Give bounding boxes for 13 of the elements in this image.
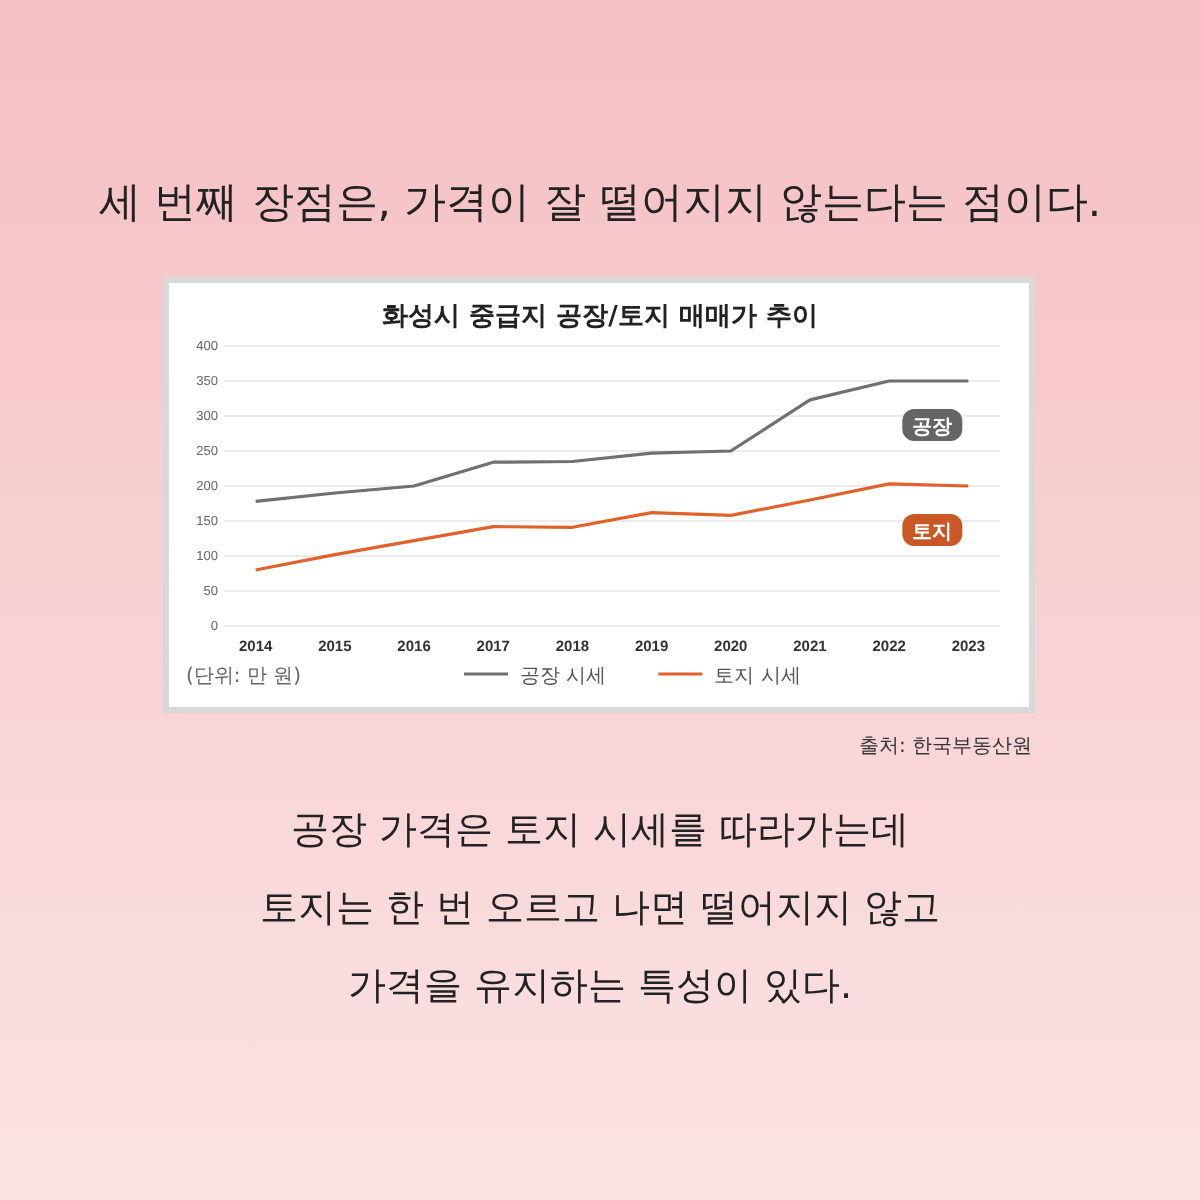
source-note: 출처: 한국부동산원 [858, 736, 1032, 758]
line-series [254, 482, 970, 572]
legend-label: 공장 시세 [520, 666, 607, 688]
chart-title: 화성시 중급지 공장/토지 매매가 추이 [382, 302, 818, 332]
text: (단위: 만 원) [186, 666, 302, 688]
text: 토지는 한 번 오르고 나면 떨어지지 않고 [259, 886, 941, 930]
text: 가격을 유지하는 특성이 있다. [347, 964, 853, 1008]
annotation: 토지 [912, 522, 953, 544]
text: 공장 가격은 토지 시세를 따라가는데 [290, 808, 910, 852]
legend-label: 토지 시세 [714, 666, 801, 688]
annotation: 공장 [912, 417, 953, 439]
text: 세 번째 장점은, 가격이 잘 떨어지지 않는다는 점이다. [98, 178, 1102, 226]
line-series [254, 379, 970, 503]
